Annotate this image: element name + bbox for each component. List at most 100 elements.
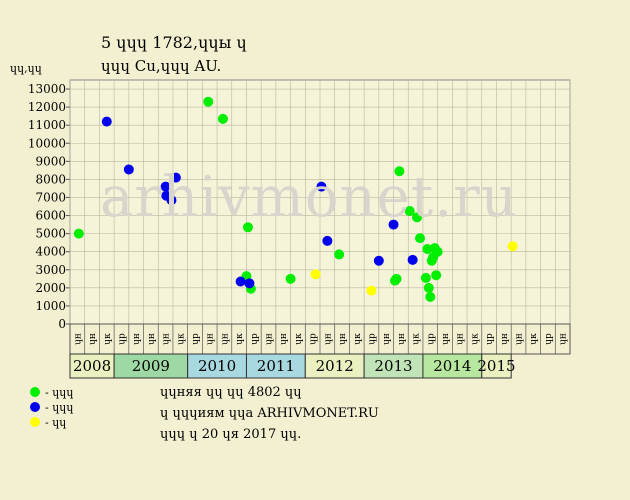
- legend-dot: [30, 402, 40, 412]
- x-slot-label: ɥр: [309, 333, 319, 345]
- data-point: [373, 255, 384, 266]
- data-point: [322, 235, 333, 246]
- data-point: [412, 212, 423, 223]
- x-slot-label: ɥн: [441, 333, 451, 345]
- year-label: 2010: [198, 357, 236, 375]
- x-slot-label: ɥк: [529, 333, 539, 345]
- x-slot-label: ɥн: [323, 333, 333, 345]
- data-point: [425, 291, 436, 302]
- x-slot-label: ɥр: [367, 333, 377, 345]
- x-slot-label: ɥр: [191, 333, 201, 345]
- y-tick-label: 4000: [35, 245, 66, 259]
- y-tick-label: 2000: [35, 281, 66, 295]
- data-point: [310, 269, 321, 280]
- data-point: [366, 285, 377, 296]
- data-point: [334, 249, 345, 260]
- data-point: [101, 116, 112, 127]
- legend-label: - ɥɥɥ: [45, 400, 74, 414]
- legend-label: - ɥɥ: [45, 415, 67, 429]
- data-point: [404, 206, 415, 217]
- x-slot-label: ɥк: [176, 333, 186, 345]
- y-tick-label: 1000: [35, 299, 66, 313]
- legend: - ɥɥɥ - ɥɥɥ - ɥɥ: [30, 385, 73, 430]
- data-point: [431, 270, 442, 281]
- year-label: 2015: [477, 357, 515, 375]
- data-point: [394, 166, 405, 177]
- year-cell: [422, 353, 483, 379]
- x-slot-label: ɥн: [397, 333, 407, 345]
- legend-item: - ɥɥ: [30, 415, 73, 429]
- x-slot-label: ɥн: [206, 333, 216, 345]
- data-point: [415, 233, 425, 244]
- x-slot-label: ɥн: [279, 333, 289, 345]
- x-slot-label: ɥн: [220, 333, 230, 345]
- x-slot-label: ɥн: [265, 333, 275, 345]
- data-point: [242, 222, 253, 233]
- data-point: [244, 278, 255, 289]
- y-tick-label: 6000: [35, 209, 66, 223]
- legend-item: - ɥɥɥ: [30, 385, 73, 399]
- chart-title-line2: ɥɥɥ Cu,ɥɥɥ AU.: [101, 57, 222, 75]
- data-point: [407, 254, 418, 265]
- x-slot-label: ɥр: [250, 333, 260, 345]
- y-tick-label: 0: [58, 317, 66, 331]
- y-tick-label: 10000: [28, 136, 66, 150]
- y-tick-label: 11000: [28, 118, 66, 132]
- x-slot-label: ɥн: [382, 333, 392, 345]
- y-tick-label: 12000: [28, 100, 66, 114]
- y-tick-label: 5000: [35, 227, 66, 241]
- legend-dot: [30, 387, 40, 397]
- year-label: 2009: [132, 357, 170, 375]
- x-slot-label: ɥр: [117, 333, 127, 345]
- x-slot-label: ɥн: [162, 333, 172, 345]
- x-slot-label: ɥн: [147, 333, 157, 345]
- data-point: [203, 96, 214, 107]
- data-point: [388, 219, 399, 230]
- data-point: [420, 272, 431, 283]
- x-slot-label: ɥн: [88, 333, 98, 345]
- data-point: [235, 276, 246, 287]
- x-slot-label: ɥк: [235, 333, 245, 345]
- x-slot-label: ɥн: [515, 333, 525, 345]
- data-point: [170, 172, 181, 183]
- year-cell: [481, 353, 512, 379]
- x-slot-label: ɥн: [559, 333, 569, 345]
- year-label: 2011: [257, 357, 295, 375]
- x-slot-label: ɥк: [470, 333, 480, 345]
- x-slot-label: ɥн: [338, 333, 348, 345]
- x-slot-label: ɥк: [353, 333, 363, 345]
- year-label: 2012: [316, 357, 354, 375]
- x-slot-label: ɥк: [412, 333, 422, 345]
- data-point: [166, 195, 177, 206]
- x-slot-label: ɥн: [132, 333, 142, 345]
- legend-label: - ɥɥɥ: [45, 385, 74, 399]
- year-cell: [363, 353, 424, 379]
- data-point: [285, 273, 296, 284]
- x-slot-label: ɥк: [103, 333, 113, 345]
- data-point: [423, 282, 434, 293]
- data-point: [422, 243, 433, 254]
- note-line: ɥɥɥ ɥ 20 ɥя 2017 ɥɥ.: [160, 427, 302, 442]
- y-axis-label: ɥɥ,ɥɥ: [10, 62, 42, 75]
- notes: ɥɥняя ɥɥ ɥɥ 4802 ɥɥ ɥ ɥɥɥиям ɥɥа ARHIVMO…: [160, 382, 379, 445]
- year-label: 2013: [374, 357, 412, 375]
- y-tick-label: 13000: [28, 82, 66, 96]
- x-slot-label: ɥн: [500, 333, 510, 345]
- data-point: [316, 181, 327, 192]
- y-tick-label: 9000: [35, 154, 66, 168]
- chart-title-line1: 5 ɥɥɥ 1782,ɥɥы ɥ: [101, 33, 247, 52]
- year-label: 2008: [73, 357, 111, 375]
- y-tick-label: 7000: [35, 190, 66, 204]
- data-point: [507, 241, 518, 252]
- y-tick-label: 8000: [35, 172, 66, 186]
- data-point: [160, 181, 171, 192]
- legend-dot: [30, 417, 40, 427]
- year-cell: [304, 353, 365, 379]
- data-point: [123, 164, 134, 175]
- x-slot-label: ɥк: [294, 333, 304, 345]
- x-slot-label: ɥн: [456, 333, 466, 345]
- x-slot-label: ɥр: [544, 333, 554, 345]
- year-cell: [245, 353, 306, 379]
- x-slot-label: ɥн: [73, 333, 83, 345]
- note-line: ɥ ɥɥɥиям ɥɥа ARHIVMONET.RU: [160, 406, 379, 421]
